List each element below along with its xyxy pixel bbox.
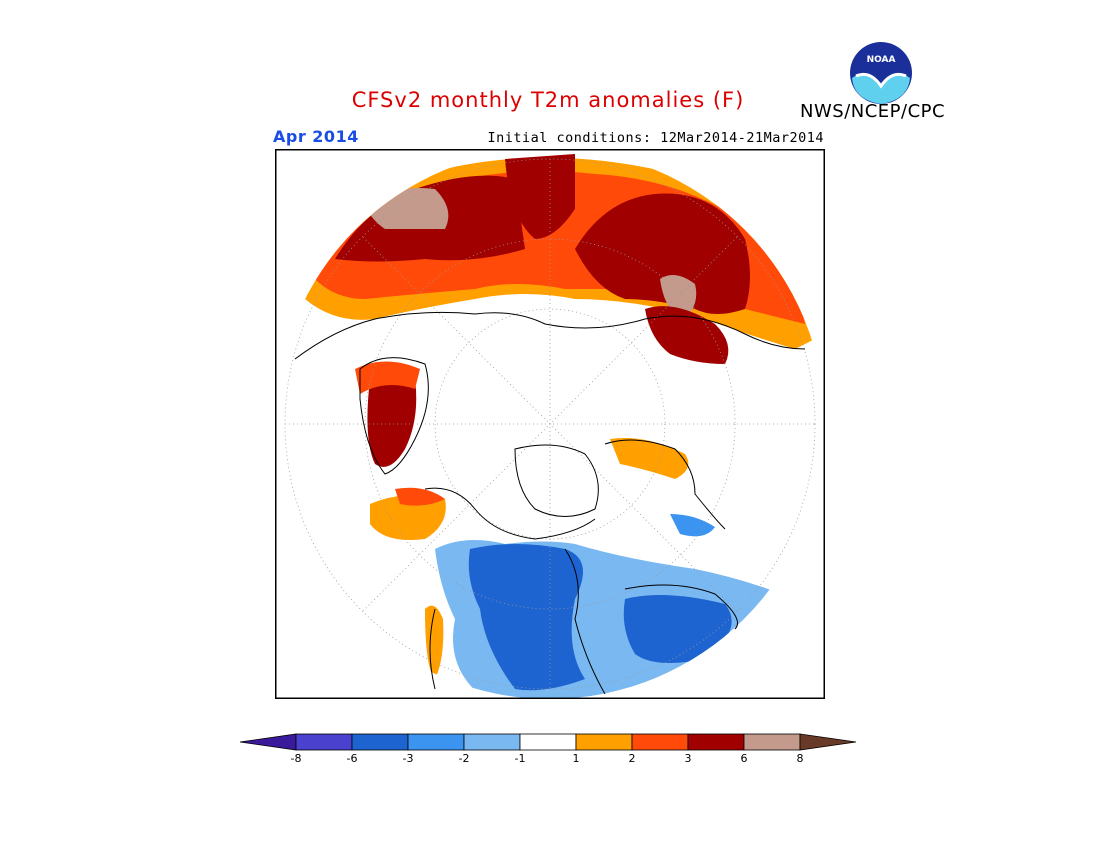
chart-title-text: CFSv2 monthly T2m anomalies (F) bbox=[351, 88, 745, 112]
cold-anomaly-neg3-canada bbox=[468, 544, 585, 691]
warm-anomaly-westcoast bbox=[425, 605, 444, 679]
warm-anomaly-pos3-east bbox=[575, 193, 750, 314]
colorbar-tick-label: -2 bbox=[458, 752, 470, 765]
warm-anomaly-alaska-pos2 bbox=[395, 487, 445, 506]
colorbar-tick-label: 1 bbox=[572, 752, 580, 765]
colorbar-tick-label: 8 bbox=[796, 752, 804, 765]
chart-title: CFSv2 monthly T2m anomalies (F) bbox=[0, 88, 1100, 112]
colorbar-tick-label: 3 bbox=[684, 752, 692, 765]
agency-label: NWS/NCEP/CPC bbox=[800, 101, 946, 122]
warm-anomaly-pos6-east bbox=[660, 275, 697, 319]
warm-anomaly-alaska-pos1 bbox=[370, 495, 446, 540]
warm-anomaly-greenland bbox=[367, 371, 417, 467]
warm-anomaly-greenland-edge bbox=[355, 361, 420, 394]
colorbar-bin-pos1 bbox=[575, 733, 633, 751]
logo-text: NOAA bbox=[867, 55, 896, 65]
anomaly-map bbox=[275, 149, 825, 699]
cold-anomaly-neg3-east bbox=[623, 595, 732, 663]
coastlines bbox=[294, 311, 806, 695]
colorbar-tick-label: 2 bbox=[628, 752, 636, 765]
valid-month-label: Apr 2014 bbox=[273, 127, 359, 146]
colorbar-tick-label: -8 bbox=[290, 752, 302, 765]
colorbar-bin-neg2 bbox=[407, 733, 465, 751]
colorbar-bin-pos6 bbox=[743, 733, 801, 751]
colorbar-bin-pos2 bbox=[631, 733, 689, 751]
noaa-logo: NOAA bbox=[848, 40, 914, 106]
colorbar-bin-neg6 bbox=[295, 733, 353, 751]
initial-conditions-label: Initial conditions: 12Mar2014-21Mar2014 bbox=[487, 130, 824, 146]
colorbar-tick-label: 6 bbox=[740, 752, 748, 765]
colorbar-tick-label: -1 bbox=[514, 752, 526, 765]
graticule bbox=[284, 158, 816, 690]
colorbar-bin-pos8 bbox=[799, 733, 857, 751]
colorbar-tick-label: -6 bbox=[346, 752, 358, 765]
colorbar-bin-pos3 bbox=[687, 733, 745, 751]
cold-anomaly-neg2 bbox=[670, 514, 715, 537]
map-frame bbox=[275, 149, 825, 699]
logo-wave bbox=[855, 72, 907, 89]
colorbar-bin-neutral bbox=[519, 733, 577, 751]
colorbar-tick-label: -3 bbox=[402, 752, 414, 765]
colorbar-bin-neg3 bbox=[351, 733, 409, 751]
warm-anomaly-pos3-north bbox=[505, 154, 575, 239]
colorbar-bin-neg1 bbox=[463, 733, 521, 751]
colorbar bbox=[238, 732, 862, 772]
colorbar-bin-neg8 bbox=[239, 733, 297, 751]
anomaly-fields bbox=[305, 154, 815, 699]
warm-anomaly-siberia-coast bbox=[610, 438, 689, 479]
